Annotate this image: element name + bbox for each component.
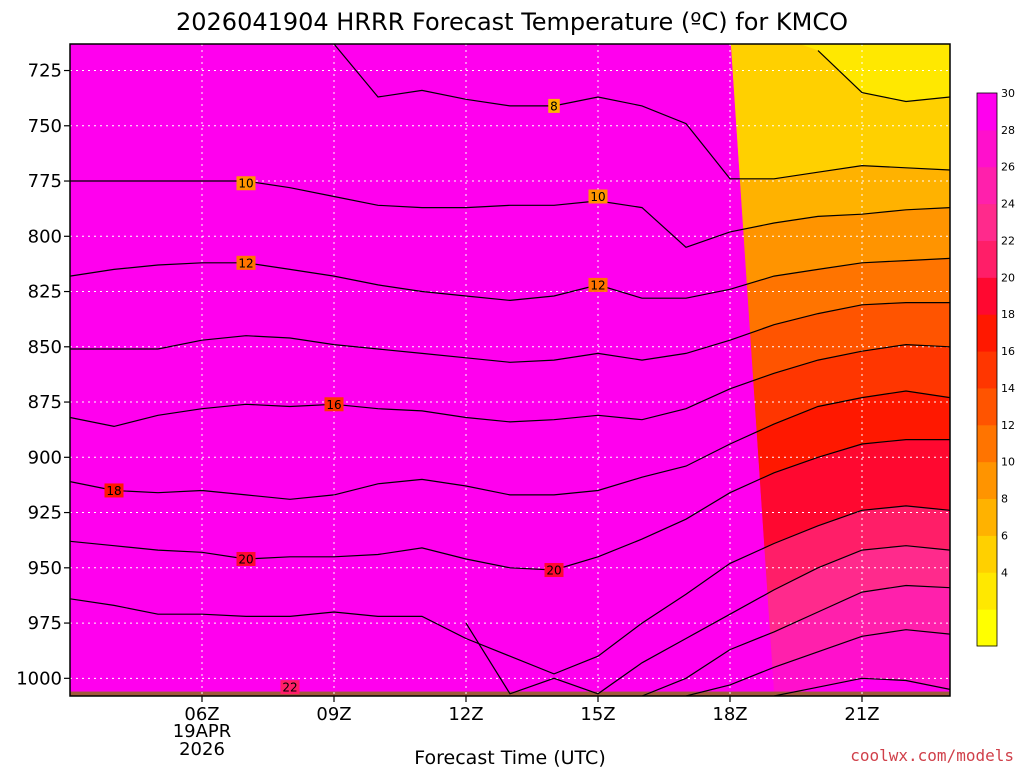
colorbar-cell bbox=[977, 609, 997, 647]
contour-lines bbox=[70, 44, 950, 696]
colorbar-cell bbox=[977, 166, 997, 205]
contour-line-8 bbox=[333, 44, 950, 180]
colorbar-label: 14 bbox=[1001, 382, 1015, 395]
colorbar-label: 26 bbox=[1001, 161, 1015, 174]
x-tick-sublabel: 19APR bbox=[173, 721, 232, 742]
colorbar-cell bbox=[977, 277, 997, 315]
contour-label-bg bbox=[236, 176, 256, 191]
colorbar-cell bbox=[977, 387, 997, 426]
colorbar-cell bbox=[977, 461, 997, 500]
contour-label-bg bbox=[544, 563, 564, 578]
contour-label-bg bbox=[588, 277, 608, 292]
credit-text: coolwx.com/models bbox=[850, 746, 1014, 765]
y-tick-label: 750 bbox=[28, 116, 62, 137]
contour-line-6 bbox=[817, 50, 950, 103]
colorbar-label: 4 bbox=[1001, 566, 1008, 579]
x-tick-label: 12Z bbox=[448, 704, 483, 725]
contour-label-bg bbox=[324, 397, 344, 412]
colorbar-cell bbox=[977, 129, 997, 168]
colorbar-cell bbox=[977, 351, 997, 389]
y-tick-label: 950 bbox=[28, 558, 62, 579]
colorbar-cell bbox=[977, 572, 997, 610]
contour-labels: 8 10 10 12 12 16 18 20 20 22 bbox=[104, 98, 608, 695]
contour-line-30 bbox=[773, 677, 950, 696]
y-axis: 725 750 775 800 825 850 875 900 925 950 975 1000 bbox=[16, 61, 70, 689]
colorbar-label: 28 bbox=[1001, 124, 1015, 137]
y-tick-label: 975 bbox=[28, 613, 62, 634]
colorbar-cell bbox=[977, 93, 997, 131]
contour-label: 18 bbox=[106, 484, 121, 498]
colorbar-label: 22 bbox=[1001, 234, 1015, 247]
x-tick-label: 21Z bbox=[844, 704, 879, 725]
colorbar-label: 10 bbox=[1001, 456, 1015, 469]
y-tick-label: 1000 bbox=[16, 668, 62, 689]
colorbar-cell bbox=[977, 424, 997, 463]
colorbar-label: 30 bbox=[1001, 87, 1015, 100]
contour-label: 8 bbox=[550, 99, 558, 113]
colorbar-label: 24 bbox=[1001, 198, 1015, 211]
contour-line-12 bbox=[70, 257, 950, 302]
contour-label: 16 bbox=[326, 398, 341, 412]
x-tick-label: 06Z bbox=[184, 704, 219, 725]
contour-label: 20 bbox=[238, 552, 253, 566]
colorbar-label: 8 bbox=[1001, 493, 1008, 506]
contour-label-bg bbox=[104, 483, 124, 498]
contour-label: 12 bbox=[590, 278, 605, 292]
y-tick-label: 875 bbox=[28, 392, 62, 413]
colorbar-label: 20 bbox=[1001, 271, 1015, 284]
colorbar-label: 6 bbox=[1001, 529, 1008, 542]
colorbar-cell bbox=[977, 498, 997, 536]
colorbar-cell bbox=[977, 314, 997, 352]
contour-label: 10 bbox=[590, 190, 605, 204]
colorbar-cell bbox=[977, 240, 997, 278]
colorbar-label: 12 bbox=[1001, 419, 1015, 432]
colorbar-cell bbox=[977, 203, 997, 241]
contour-line-18 bbox=[70, 390, 950, 500]
contour-line-10 bbox=[70, 180, 950, 248]
plot-frame bbox=[69, 43, 951, 697]
colorbar-frame bbox=[976, 92, 998, 647]
y-tick-label: 725 bbox=[28, 61, 62, 82]
contour-line-28 bbox=[685, 629, 950, 696]
colorbar-label: 18 bbox=[1001, 308, 1015, 321]
colorbar: 4 6 8 10 12 14 16 18 20 22 24 26 28 30 bbox=[976, 87, 1015, 647]
contour-label-bg bbox=[280, 680, 300, 695]
contour-label: 10 bbox=[238, 177, 253, 191]
x-tick-label: 09Z bbox=[316, 704, 351, 725]
y-tick-label: 925 bbox=[28, 503, 62, 524]
temperature-fill bbox=[70, 44, 950, 696]
y-tick-label: 850 bbox=[28, 337, 62, 358]
contour-label-bg bbox=[236, 551, 256, 566]
colorbar-label: 16 bbox=[1001, 345, 1015, 358]
contour-line-26 bbox=[641, 584, 950, 696]
contour-label-bg bbox=[588, 189, 608, 204]
x-tick-sublabel: 2026 bbox=[179, 739, 225, 760]
contour-label-bg bbox=[548, 98, 560, 113]
contour-label-bg bbox=[236, 255, 256, 270]
chart-title: 2026041904 HRRR Forecast Temperature (ºC… bbox=[176, 8, 848, 36]
x-tick-label: 18Z bbox=[712, 704, 747, 725]
contour-line-20 bbox=[70, 439, 950, 571]
contour-label: 12 bbox=[238, 256, 253, 270]
grid bbox=[70, 44, 950, 696]
y-tick-label: 900 bbox=[28, 447, 62, 468]
contour-line-16 bbox=[70, 343, 950, 428]
x-axis-title: Forecast Time (UTC) bbox=[414, 747, 605, 768]
colorbar-cell bbox=[977, 535, 997, 573]
contour-label: 22 bbox=[282, 681, 297, 695]
x-tick-label: 15Z bbox=[580, 704, 615, 725]
y-tick-label: 800 bbox=[28, 226, 62, 247]
contour-label: 20 bbox=[546, 564, 561, 578]
y-tick-label: 775 bbox=[28, 171, 62, 192]
contour-line-22 bbox=[70, 505, 950, 675]
contour-line-14 bbox=[70, 302, 950, 363]
y-tick-label: 825 bbox=[28, 282, 62, 303]
contour-line-24 bbox=[465, 545, 950, 695]
